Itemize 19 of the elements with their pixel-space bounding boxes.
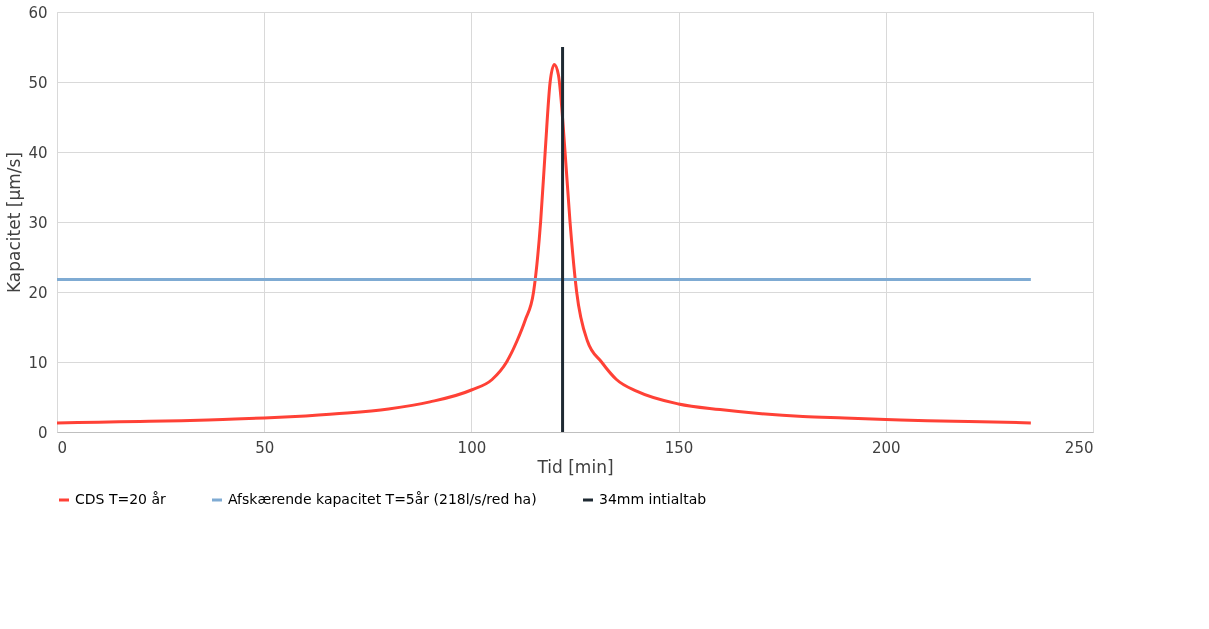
x-tick-label: 50: [255, 438, 275, 457]
x-tick-label: 250: [1064, 438, 1094, 457]
y-tick-label: 60: [28, 3, 48, 22]
y-tick-label: 0: [37, 423, 48, 442]
x-tick-label: 0: [57, 438, 68, 457]
legend-label: 34mm intialtab: [599, 491, 707, 507]
y-tick-label: 10: [28, 353, 48, 372]
y-tick-label: 50: [28, 73, 48, 92]
y-tick-label: 40: [28, 143, 48, 162]
x-tick-label: 200: [871, 438, 901, 457]
y-axis-title: Kapacitet [µm/s]: [4, 152, 25, 293]
line-series: [55, 63, 1033, 425]
x-tick-label: 100: [457, 438, 487, 457]
x-axis-title: Tid [min]: [536, 456, 614, 477]
y-tick-label: 30: [28, 213, 48, 232]
y-tick-label: 20: [28, 283, 48, 302]
legend-label: Afskærende kapacitet T=5år (218l/s/red ha): [228, 491, 537, 507]
legend-label: CDS T=20 år: [75, 491, 167, 507]
x-tick-label: 150: [664, 438, 694, 457]
